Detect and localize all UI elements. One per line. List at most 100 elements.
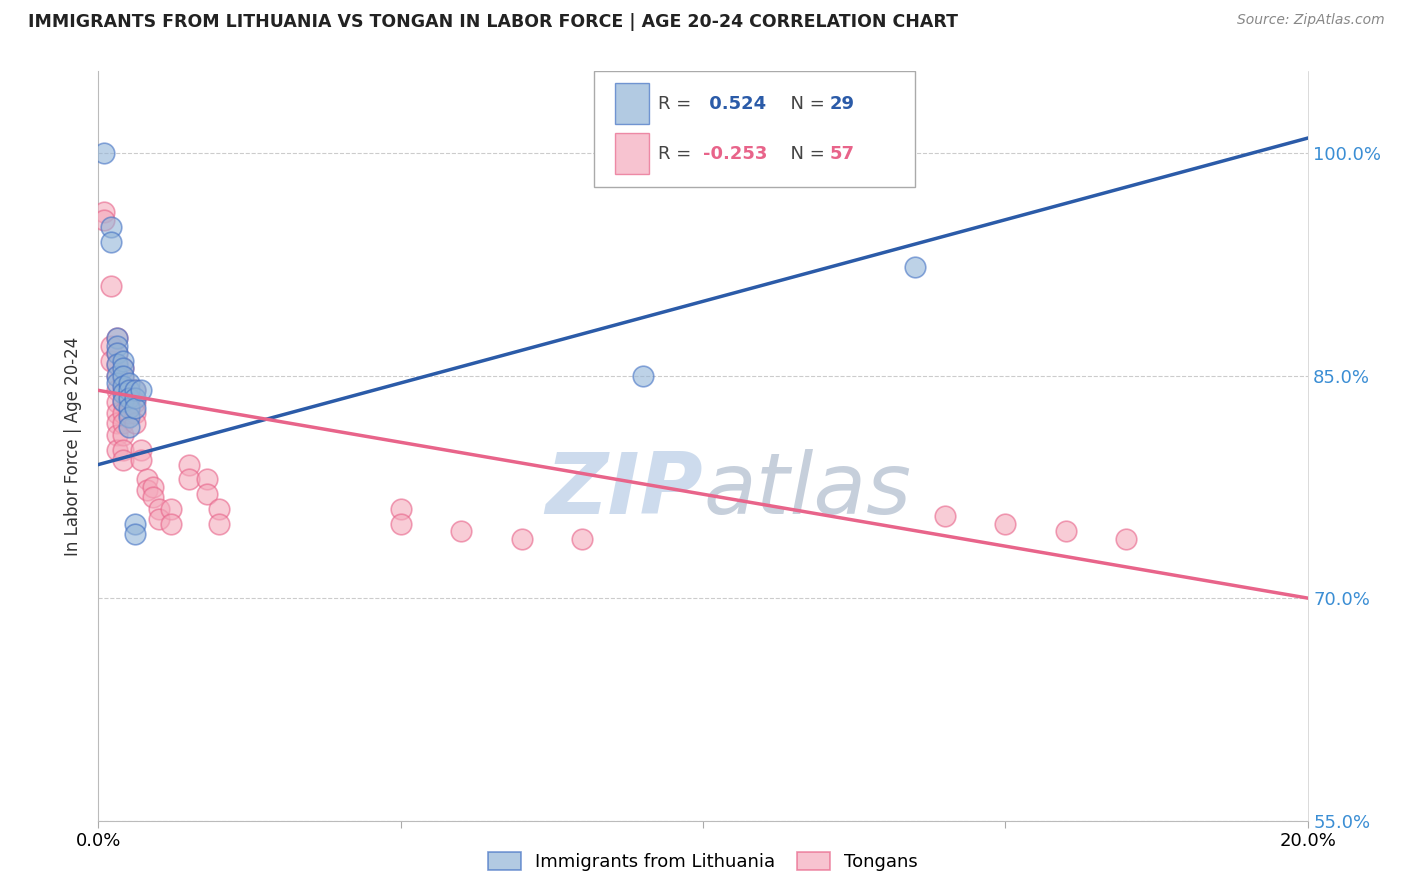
Point bbox=[111, 379, 134, 393]
Point bbox=[1054, 524, 1077, 539]
Point bbox=[142, 480, 165, 494]
Point bbox=[135, 472, 157, 486]
Point bbox=[129, 384, 152, 398]
Point bbox=[93, 212, 115, 227]
Point bbox=[111, 453, 134, 467]
Point bbox=[124, 516, 146, 531]
Point bbox=[195, 487, 218, 501]
Point bbox=[179, 458, 201, 472]
Point bbox=[111, 384, 134, 398]
Point bbox=[124, 395, 146, 409]
Point bbox=[389, 502, 412, 516]
Point bbox=[994, 516, 1017, 531]
Point bbox=[105, 416, 128, 430]
Point bbox=[118, 395, 141, 409]
Text: ZIP: ZIP bbox=[546, 450, 703, 533]
Point bbox=[100, 235, 122, 249]
Point bbox=[105, 346, 128, 360]
Point bbox=[118, 401, 141, 416]
Point bbox=[111, 442, 134, 457]
Point bbox=[208, 516, 231, 531]
Point bbox=[148, 502, 170, 516]
Point bbox=[124, 391, 146, 405]
Point bbox=[129, 453, 152, 467]
Point bbox=[118, 384, 141, 398]
FancyBboxPatch shape bbox=[595, 71, 915, 187]
Point bbox=[510, 532, 533, 546]
Text: atlas: atlas bbox=[703, 450, 911, 533]
Text: 57: 57 bbox=[830, 145, 855, 162]
Point bbox=[118, 384, 141, 398]
Point bbox=[118, 391, 141, 405]
Point bbox=[105, 339, 128, 353]
Point bbox=[124, 527, 146, 541]
Point bbox=[100, 279, 122, 293]
Point bbox=[111, 406, 134, 420]
Text: 0.524: 0.524 bbox=[703, 95, 766, 112]
Point bbox=[124, 384, 146, 398]
FancyBboxPatch shape bbox=[614, 133, 648, 175]
Point bbox=[105, 428, 128, 442]
Point bbox=[904, 260, 927, 275]
Point bbox=[160, 502, 183, 516]
Point bbox=[93, 145, 115, 160]
Text: 29: 29 bbox=[830, 95, 855, 112]
Point bbox=[105, 346, 128, 360]
Point bbox=[813, 831, 835, 846]
Point bbox=[389, 516, 412, 531]
Point bbox=[118, 376, 141, 390]
Point bbox=[105, 384, 128, 398]
Point bbox=[111, 361, 134, 376]
Point bbox=[111, 368, 134, 383]
Text: IMMIGRANTS FROM LITHUANIA VS TONGAN IN LABOR FORCE | AGE 20-24 CORRELATION CHART: IMMIGRANTS FROM LITHUANIA VS TONGAN IN L… bbox=[28, 13, 957, 31]
Point bbox=[450, 524, 472, 539]
Point bbox=[179, 472, 201, 486]
Point bbox=[124, 401, 146, 416]
Point bbox=[105, 376, 128, 390]
Point bbox=[129, 442, 152, 457]
Text: R =: R = bbox=[658, 95, 697, 112]
Point bbox=[142, 490, 165, 504]
Point bbox=[124, 406, 146, 420]
Point bbox=[93, 205, 115, 219]
Text: N =: N = bbox=[779, 95, 831, 112]
Point bbox=[160, 516, 183, 531]
Point bbox=[195, 472, 218, 486]
Point bbox=[111, 386, 134, 401]
Text: Source: ZipAtlas.com: Source: ZipAtlas.com bbox=[1237, 13, 1385, 28]
Point bbox=[208, 502, 231, 516]
Point bbox=[118, 410, 141, 425]
Point bbox=[105, 368, 128, 383]
Point bbox=[1115, 532, 1137, 546]
Point bbox=[124, 384, 146, 398]
Point bbox=[111, 371, 134, 385]
Point bbox=[111, 393, 134, 408]
Point bbox=[105, 395, 128, 409]
Point bbox=[100, 339, 122, 353]
FancyBboxPatch shape bbox=[614, 83, 648, 124]
Point bbox=[148, 512, 170, 526]
Point bbox=[934, 509, 956, 524]
Point bbox=[105, 442, 128, 457]
Text: R =: R = bbox=[658, 145, 697, 162]
Point bbox=[100, 220, 122, 235]
Y-axis label: In Labor Force | Age 20-24: In Labor Force | Age 20-24 bbox=[65, 336, 83, 556]
Point bbox=[118, 420, 141, 434]
Point bbox=[105, 368, 128, 383]
Text: -0.253: -0.253 bbox=[703, 145, 768, 162]
Point bbox=[631, 368, 654, 383]
Point bbox=[111, 361, 134, 376]
Point bbox=[118, 406, 141, 420]
Point bbox=[111, 395, 134, 409]
Point bbox=[571, 532, 593, 546]
Point bbox=[124, 416, 146, 430]
Point bbox=[105, 331, 128, 345]
Point bbox=[105, 331, 128, 345]
Point bbox=[105, 358, 128, 372]
Point bbox=[100, 353, 122, 368]
Point bbox=[111, 428, 134, 442]
Point bbox=[111, 416, 134, 430]
Point bbox=[105, 406, 128, 420]
Legend: Immigrants from Lithuania, Tongans: Immigrants from Lithuania, Tongans bbox=[481, 845, 925, 879]
Text: N =: N = bbox=[779, 145, 831, 162]
